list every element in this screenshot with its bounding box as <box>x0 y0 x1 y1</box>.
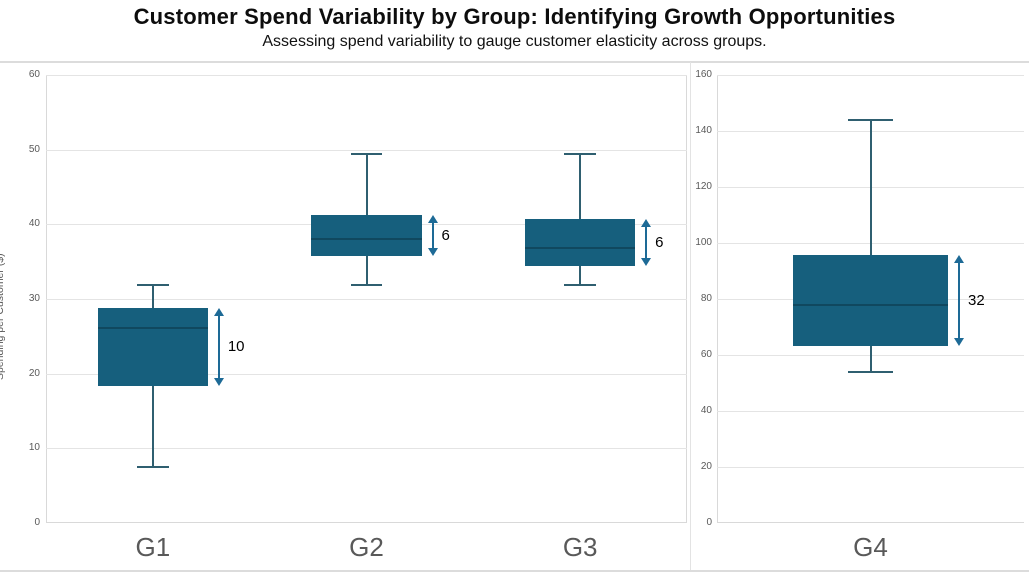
gridline <box>717 467 1024 468</box>
iqr-arrow-up-icon <box>427 215 438 224</box>
panel-divider <box>690 62 691 570</box>
page-subtitle: Assessing spend variability to gauge cus… <box>262 33 767 50</box>
iqr-arrow-up-icon <box>641 219 652 228</box>
iqr-arrow-line <box>431 221 434 251</box>
whisker-upper-stem <box>365 154 368 216</box>
category-label: G2 <box>349 532 384 562</box>
category-label: G3 <box>562 532 598 562</box>
gridline <box>46 75 687 76</box>
gridline <box>46 448 687 449</box>
median-line <box>311 238 422 241</box>
y-tick-label: 0 <box>706 517 712 528</box>
y-tick-label: 30 <box>28 293 40 304</box>
whisker-lower-stem <box>579 266 582 285</box>
iqr-arrow-line <box>958 260 961 341</box>
iqr-value-label: 32 <box>968 291 985 309</box>
chart-bottom-border <box>0 570 1029 572</box>
whisker-upper-stem <box>151 284 154 308</box>
iqr-arrow-up-icon <box>213 307 224 316</box>
page-title: Customer Spend Variability by Group: Ide… <box>133 4 896 29</box>
iqr-value-label: 10 <box>227 337 245 355</box>
whisker-upper-stem <box>579 154 582 220</box>
y-tick-label: 60 <box>700 349 712 360</box>
whisker-upper-cap <box>350 153 383 156</box>
whisker-upper-cap <box>564 153 597 156</box>
box <box>311 215 422 257</box>
iqr-arrow-down-icon <box>427 248 438 257</box>
y-axis-title: Spending per Customer ($) <box>0 253 6 380</box>
gridline <box>46 299 687 300</box>
whisker-lower-stem <box>869 346 872 372</box>
y-tick-label: 40 <box>28 218 40 229</box>
y-tick-label: 80 <box>700 293 712 304</box>
y-tick-label: 50 <box>28 144 40 155</box>
iqr-arrow-line <box>217 313 220 380</box>
iqr-value-label: 6 <box>441 226 450 244</box>
median-line <box>97 327 208 330</box>
whisker-upper-stem <box>869 119 872 255</box>
iqr-arrow-down-icon <box>213 377 224 386</box>
category-label: G4 <box>853 532 888 562</box>
box <box>525 219 636 267</box>
y-tick-label: 40 <box>700 405 712 416</box>
category-label: G1 <box>135 532 171 562</box>
whisker-lower-cap <box>350 283 383 286</box>
iqr-value-label: 6 <box>655 233 664 251</box>
y-tick-label: 20 <box>700 461 712 472</box>
gridline <box>717 75 1024 76</box>
box <box>792 254 948 347</box>
median-line <box>525 247 636 250</box>
iqr-arrow-down-icon <box>954 338 965 347</box>
whisker-lower-stem <box>151 385 154 467</box>
gridline <box>717 411 1024 412</box>
whisker-upper-cap <box>848 118 893 121</box>
y-tick-label: 160 <box>695 69 712 80</box>
y-tick-label: 140 <box>695 125 712 136</box>
median-line <box>792 304 948 307</box>
y-tick-label: 20 <box>28 368 40 379</box>
whisker-upper-cap <box>136 283 169 286</box>
chart-top-border <box>0 61 1029 63</box>
box <box>97 307 208 386</box>
y-tick-label: 100 <box>695 237 712 248</box>
iqr-arrow-down-icon <box>641 258 652 267</box>
y-tick-label: 60 <box>28 69 40 80</box>
iqr-arrow-up-icon <box>954 254 965 263</box>
gridline <box>46 374 687 375</box>
whisker-lower-cap <box>848 370 893 373</box>
whisker-lower-cap <box>564 283 597 286</box>
y-tick-label: 10 <box>28 442 40 453</box>
whisker-lower-stem <box>365 256 368 285</box>
whisker-lower-cap <box>136 466 169 468</box>
iqr-arrow-line <box>645 225 648 261</box>
y-tick-label: 120 <box>695 181 712 192</box>
y-tick-label: 0 <box>34 517 40 528</box>
gridline <box>46 150 687 151</box>
